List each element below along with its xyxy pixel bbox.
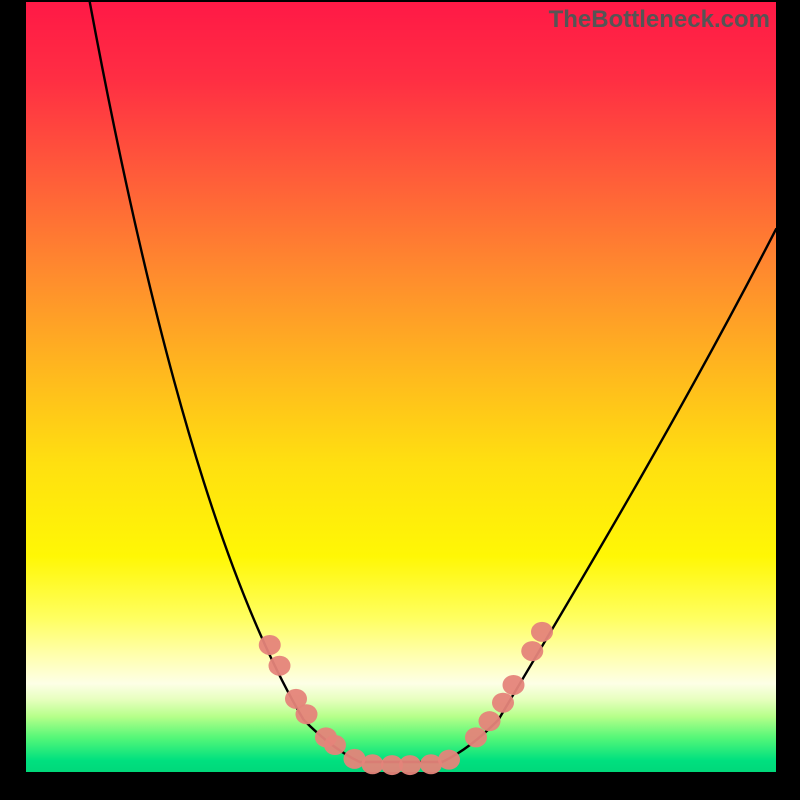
- data-marker: [531, 622, 553, 642]
- data-marker: [362, 754, 384, 774]
- data-marker: [503, 675, 525, 695]
- data-marker: [521, 641, 543, 661]
- data-marker: [438, 750, 460, 770]
- chart-container: TheBottleneck.com: [0, 0, 800, 800]
- watermark-text: TheBottleneck.com: [549, 6, 770, 34]
- data-marker: [399, 755, 421, 775]
- data-marker: [296, 704, 318, 724]
- data-marker: [479, 711, 501, 731]
- data-marker: [269, 656, 291, 676]
- plot-background: [26, 2, 776, 772]
- data-marker: [465, 727, 487, 747]
- chart-svg: [0, 0, 800, 800]
- data-marker: [259, 635, 281, 655]
- data-marker: [324, 735, 346, 755]
- data-marker: [492, 693, 514, 713]
